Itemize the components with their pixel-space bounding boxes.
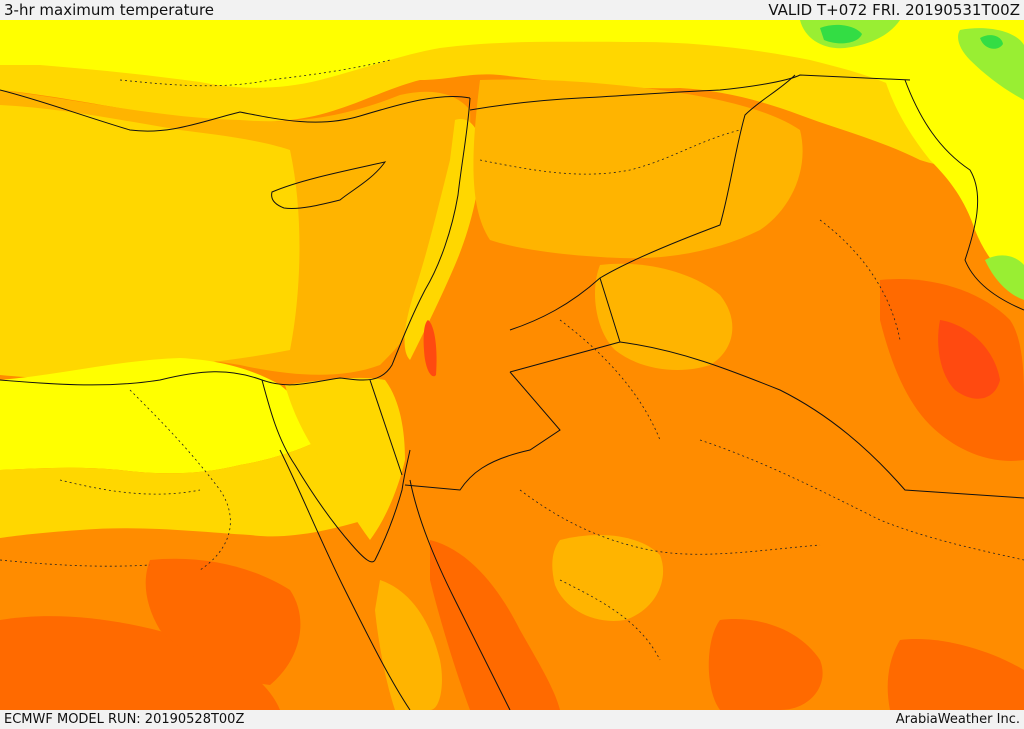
border-egypt-israel xyxy=(369,379,403,476)
border-iraq-saudi xyxy=(619,341,1024,499)
border-iraq-iran xyxy=(904,79,1024,311)
field-dark-orange-nile xyxy=(145,558,301,685)
field-cool-green-spot xyxy=(820,24,1003,49)
border-jordan-saudi xyxy=(404,371,561,491)
field-amber-redsea-coast xyxy=(375,580,442,710)
provider-credit: ArabiaWeather Inc. xyxy=(895,712,1020,727)
field-amber-sinai xyxy=(285,377,405,540)
map-title: 3-hr maximum temperature xyxy=(4,1,215,19)
field-gold-egypt xyxy=(0,440,365,538)
field-yellow-north xyxy=(0,20,1024,114)
coastline-sinai xyxy=(261,379,411,563)
borders-layer xyxy=(0,74,1024,710)
coastline-redsea-west xyxy=(279,449,411,710)
field-red-iraq xyxy=(938,320,1000,399)
border-turkey-syria xyxy=(469,74,911,111)
header-bar: 3-hr maximum temperature VALID T+072 FRI… xyxy=(0,0,1024,20)
field-amber-arabia-blob xyxy=(552,535,664,621)
temperature-map-svg xyxy=(0,20,1024,710)
forecast-map[interactable] xyxy=(0,20,1024,710)
field-green-ne xyxy=(800,20,1024,300)
valid-time: VALID T+072 FRI. 20190531T00Z xyxy=(768,1,1020,19)
coastline-turkey xyxy=(0,89,471,132)
field-dark-orange-central xyxy=(708,619,823,710)
field-gold-levant xyxy=(404,119,482,360)
footer-bar: ECMWF MODEL RUN: 20190528T00Z ArabiaWeat… xyxy=(0,710,1024,729)
field-red-jordan-valley xyxy=(423,320,437,377)
coastline-redsea-east xyxy=(409,479,511,710)
field-dark-orange-se xyxy=(887,639,1024,710)
field-yellow-egypt xyxy=(0,358,320,474)
field-dark-orange-hejaz xyxy=(430,540,560,710)
field-gold-sea xyxy=(0,105,300,379)
coastline-levant xyxy=(0,97,471,386)
coastline-cyprus xyxy=(271,161,387,209)
border-syria-iraq xyxy=(509,74,796,331)
model-run-label: ECMWF MODEL RUN: 20190528T00Z xyxy=(4,712,245,727)
admin-boundaries xyxy=(0,59,1024,661)
field-amber-syria xyxy=(473,79,803,259)
field-dark-orange-sw xyxy=(0,616,280,710)
